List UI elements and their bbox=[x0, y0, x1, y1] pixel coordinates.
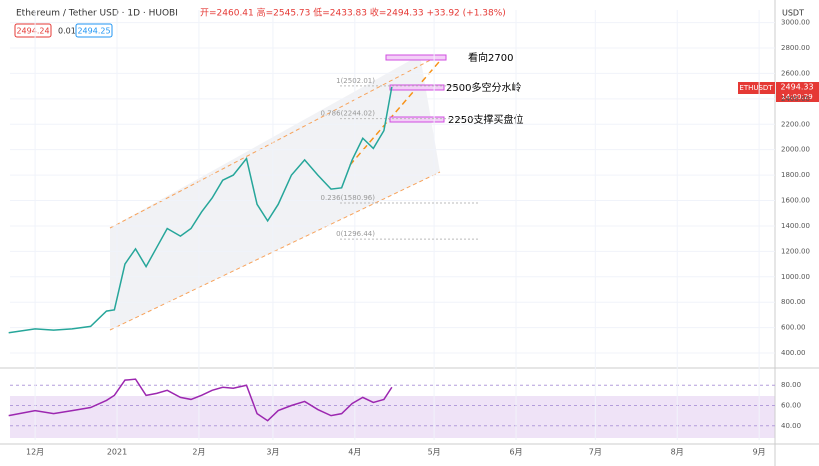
x-tick-label: 2月 bbox=[192, 448, 205, 457]
y-tick-label: 2600.00 bbox=[781, 69, 810, 77]
last-price: 2494.33 bbox=[780, 83, 813, 92]
annotation: 看向2700 bbox=[468, 51, 513, 64]
fib-label: 0.786(2244.02) bbox=[321, 110, 376, 118]
fib-label: 0(1296.44) bbox=[336, 230, 375, 238]
fib-label: 0.236(1580.96) bbox=[321, 194, 376, 202]
symbol-label bbox=[738, 82, 775, 94]
channel bbox=[110, 55, 440, 330]
price-label bbox=[776, 82, 819, 102]
y-tick-label: 2000.00 bbox=[781, 146, 810, 154]
annotation-box bbox=[389, 84, 445, 91]
ohlc: 开=2460.41 高=2545.73 低=2433.83 收=2494.33 … bbox=[200, 7, 506, 19]
fib-label: 1(2502.01) bbox=[336, 77, 375, 85]
y-tick-label: 1200.00 bbox=[781, 247, 810, 255]
x-tick-label: 8月 bbox=[671, 448, 684, 457]
channel-top bbox=[109, 54, 441, 229]
x-tick-label: 3月 bbox=[266, 448, 279, 457]
series-line bbox=[8, 378, 393, 422]
y-tick-label: 2800.00 bbox=[781, 44, 810, 52]
y2-tick-label: 60.00 bbox=[781, 402, 801, 410]
y-tick-label: 1400.00 bbox=[781, 222, 810, 230]
y-tick-label: 1800.00 bbox=[781, 171, 810, 179]
x-tick-label: 5月 bbox=[428, 448, 441, 457]
x-tick-label: 7月 bbox=[589, 448, 602, 457]
y2-tick-label: 40.00 bbox=[781, 422, 801, 430]
y-tick-label: 600.00 bbox=[781, 324, 806, 332]
annotation-box bbox=[389, 116, 445, 123]
x-tick-label: 4月 bbox=[348, 448, 361, 457]
x-tick-label: 12月 bbox=[26, 448, 44, 457]
bid: 2494.24 bbox=[16, 27, 49, 36]
y-tick-label: 1000.00 bbox=[781, 273, 810, 281]
y-tick-label: 2400.00 bbox=[781, 95, 810, 103]
symbol: ETHUSDT bbox=[739, 84, 773, 92]
series-line bbox=[8, 86, 393, 334]
countdown: 14:00:29 bbox=[781, 93, 812, 101]
x-tick-label: 2021 bbox=[107, 448, 127, 457]
annotation: 2500多空分水岭 bbox=[446, 81, 521, 94]
currency: USDT bbox=[782, 9, 804, 18]
y-tick-label: 400.00 bbox=[781, 349, 806, 357]
y2-tick-label: 80.00 bbox=[781, 381, 801, 389]
x-tick-label: 9月 bbox=[753, 448, 766, 457]
y-tick-label: 800.00 bbox=[781, 298, 806, 306]
x-tick-label: 6月 bbox=[509, 448, 522, 457]
y-tick-label: 2200.00 bbox=[781, 120, 810, 128]
y-tick-label: 1600.00 bbox=[781, 197, 810, 205]
annotation-box bbox=[385, 54, 447, 61]
rsi-band bbox=[10, 396, 775, 438]
spread: 0.01 bbox=[58, 27, 76, 36]
annotation: 2250支撑买盘位 bbox=[448, 113, 523, 126]
ask-box[interactable] bbox=[75, 23, 113, 38]
ask: 2494.25 bbox=[77, 27, 110, 36]
chart-title: Ethereum / Tether USD · 1D · HUOBI bbox=[16, 9, 178, 19]
y-tick-label: 3000.00 bbox=[781, 19, 810, 27]
bid-box[interactable] bbox=[14, 23, 52, 38]
